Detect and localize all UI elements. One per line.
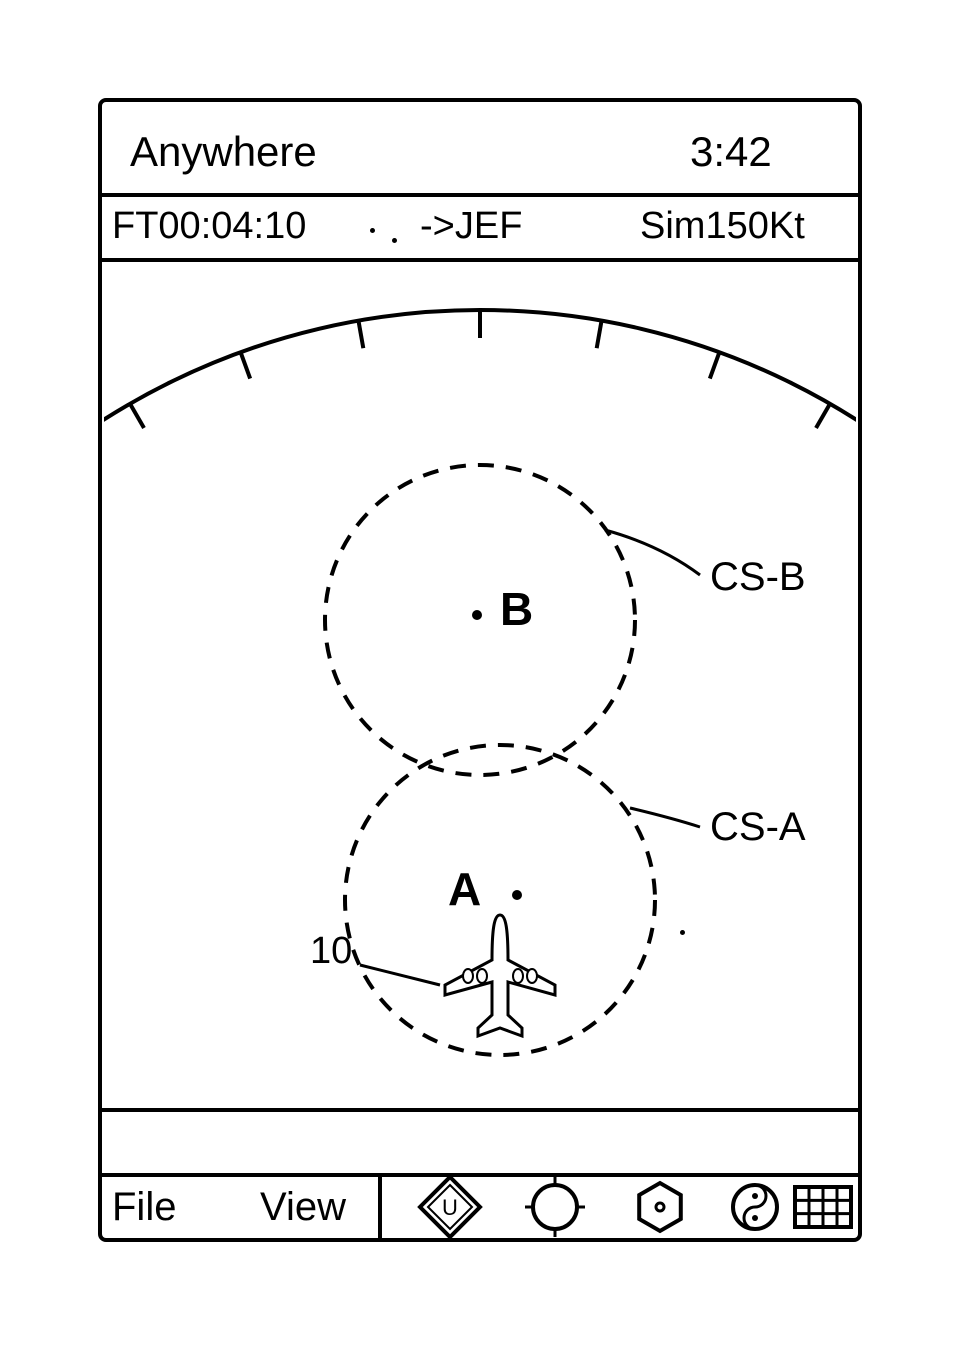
zone-b-center-dot [472, 610, 482, 620]
target-icon[interactable] [525, 1177, 585, 1237]
settings-icon[interactable] [639, 1183, 681, 1231]
flight-time-label: FT00:04:10 [112, 205, 306, 248]
zone-b-callout-label: CS-B [710, 555, 806, 600]
window-frame [100, 100, 860, 1240]
aircraft-ref-label: 10 [310, 930, 352, 973]
clock-label: 3:42 [690, 128, 772, 176]
compass-arc [0, 310, 961, 560]
svg-text:U: U [442, 1195, 458, 1220]
zone-a-callout-line [630, 808, 700, 827]
zone-a-label: A [448, 862, 481, 916]
decorative-dot [392, 238, 397, 243]
decorative-dot [370, 228, 375, 233]
file-menu[interactable]: File [112, 1185, 176, 1230]
app-window: U Anywhere 3:42 FT00:04:10 ->JEF Sim150K… [0, 0, 961, 1346]
window-svg: U [0, 0, 961, 1346]
aircraft-ref-line [360, 965, 440, 985]
zone-b-label: B [500, 582, 533, 636]
mode-icon[interactable] [733, 1185, 777, 1229]
aircraft-icon [445, 915, 555, 1036]
zone-a-callout-label: CS-A [710, 805, 806, 850]
view-menu[interactable]: View [260, 1185, 346, 1230]
waypoint-icon[interactable]: U [420, 1177, 480, 1237]
sim-speed-label: Sim150Kt [640, 205, 805, 248]
decorative-dot [680, 930, 685, 935]
location-label: Anywhere [130, 128, 317, 176]
zone-a-center-dot [512, 890, 522, 900]
compass-ticks [0, 310, 961, 578]
airspace-zone-b [325, 465, 635, 775]
destination-label: ->JEF [420, 205, 522, 248]
keyboard-icon[interactable] [795, 1187, 851, 1227]
